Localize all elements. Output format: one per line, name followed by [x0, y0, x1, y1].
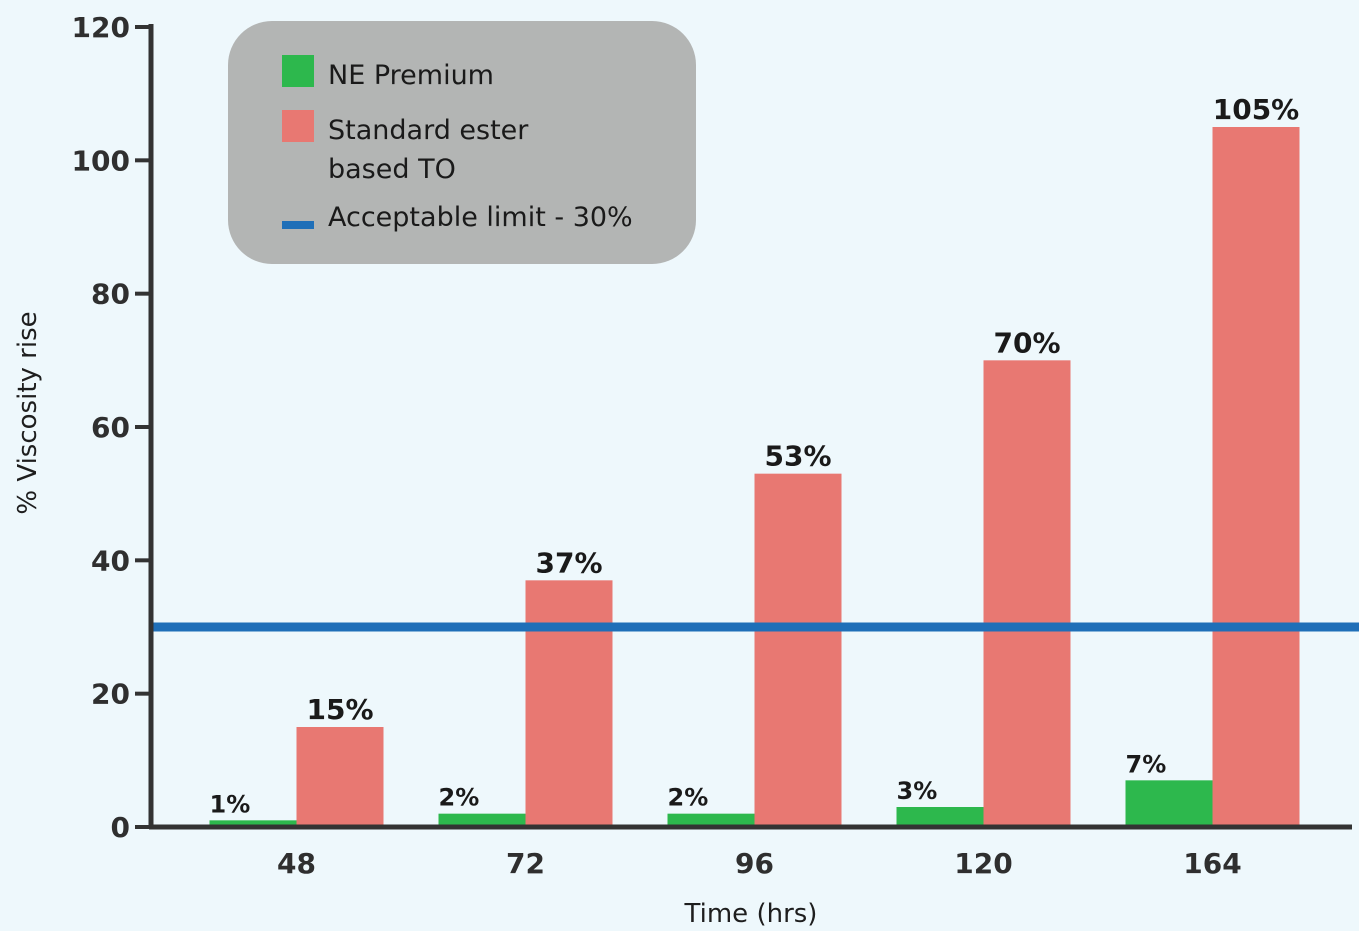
y-tick-label-40: 40: [91, 544, 130, 577]
legend-swatch-standard-ester: [282, 110, 314, 142]
data-label-standard-ester-96: 53%: [764, 440, 831, 473]
y-tick-label-80: 80: [91, 278, 130, 311]
bars-layer: [209, 127, 1300, 827]
legend-label-ne-premium: NE Premium: [328, 60, 494, 91]
legend-swatch-acceptable-limit: [282, 221, 314, 229]
axes-layer: [135, 24, 1352, 830]
bar-ne-premium-96: [667, 813, 755, 827]
legend-label-standard-ester-line1: Standard ester: [328, 115, 529, 146]
data-label-ne-premium-72: 2%: [439, 784, 480, 812]
bar-standard-ester-96: [754, 473, 842, 827]
x-tick-label-164: 164: [1183, 847, 1241, 880]
data-label-ne-premium-120: 3%: [897, 777, 938, 805]
legend-label-acceptable-limit: Acceptable limit - 30%: [328, 202, 633, 233]
x-tick-label-96: 96: [735, 847, 774, 880]
bar-standard-ester-72: [525, 580, 613, 827]
data-label-standard-ester-48: 15%: [306, 693, 373, 726]
legend-box: [228, 21, 696, 264]
x-axis-title: Time (hrs): [684, 899, 818, 929]
legend-label-standard-ester-line2: based TO: [328, 154, 456, 185]
bar-ne-premium-72: [438, 813, 526, 827]
y-tick-label-100: 100: [72, 144, 130, 177]
x-tick-label-48: 48: [277, 847, 316, 880]
data-label-standard-ester-164: 105%: [1213, 93, 1300, 126]
bar-standard-ester-48: [296, 727, 384, 827]
y-tick-label-20: 20: [91, 678, 130, 711]
y-tick-label-0: 0: [111, 811, 130, 844]
data-label-ne-premium-164: 7%: [1126, 750, 1167, 778]
bar-standard-ester-120: [983, 360, 1071, 827]
labels-layer: 1% 15% 48 2% 37% 72 2% 53% 96 3% 70% 120 7% 105% 164 0 2…: [13, 11, 1299, 929]
x-tick-label-72: 72: [506, 847, 545, 880]
y-tick-label-120: 120: [72, 11, 130, 44]
y-axis-title: % Viscosity rise: [13, 311, 43, 514]
data-label-ne-premium-48: 1%: [210, 790, 251, 818]
bar-standard-ester-164: [1212, 127, 1300, 827]
legend-swatch-ne-premium: [282, 55, 314, 87]
data-label-standard-ester-72: 37%: [535, 546, 602, 579]
bar-ne-premium-120: [896, 807, 984, 827]
x-tick-label-120: 120: [954, 847, 1012, 880]
bar-ne-premium-164: [1125, 780, 1213, 827]
legend: NE Premium Standard ester based TO Acceptab…: [228, 21, 696, 264]
data-label-standard-ester-120: 70%: [993, 326, 1060, 359]
bar-ne-premium-48: [209, 820, 297, 827]
y-tick-label-60: 60: [91, 411, 130, 444]
data-label-ne-premium-96: 2%: [668, 784, 709, 812]
